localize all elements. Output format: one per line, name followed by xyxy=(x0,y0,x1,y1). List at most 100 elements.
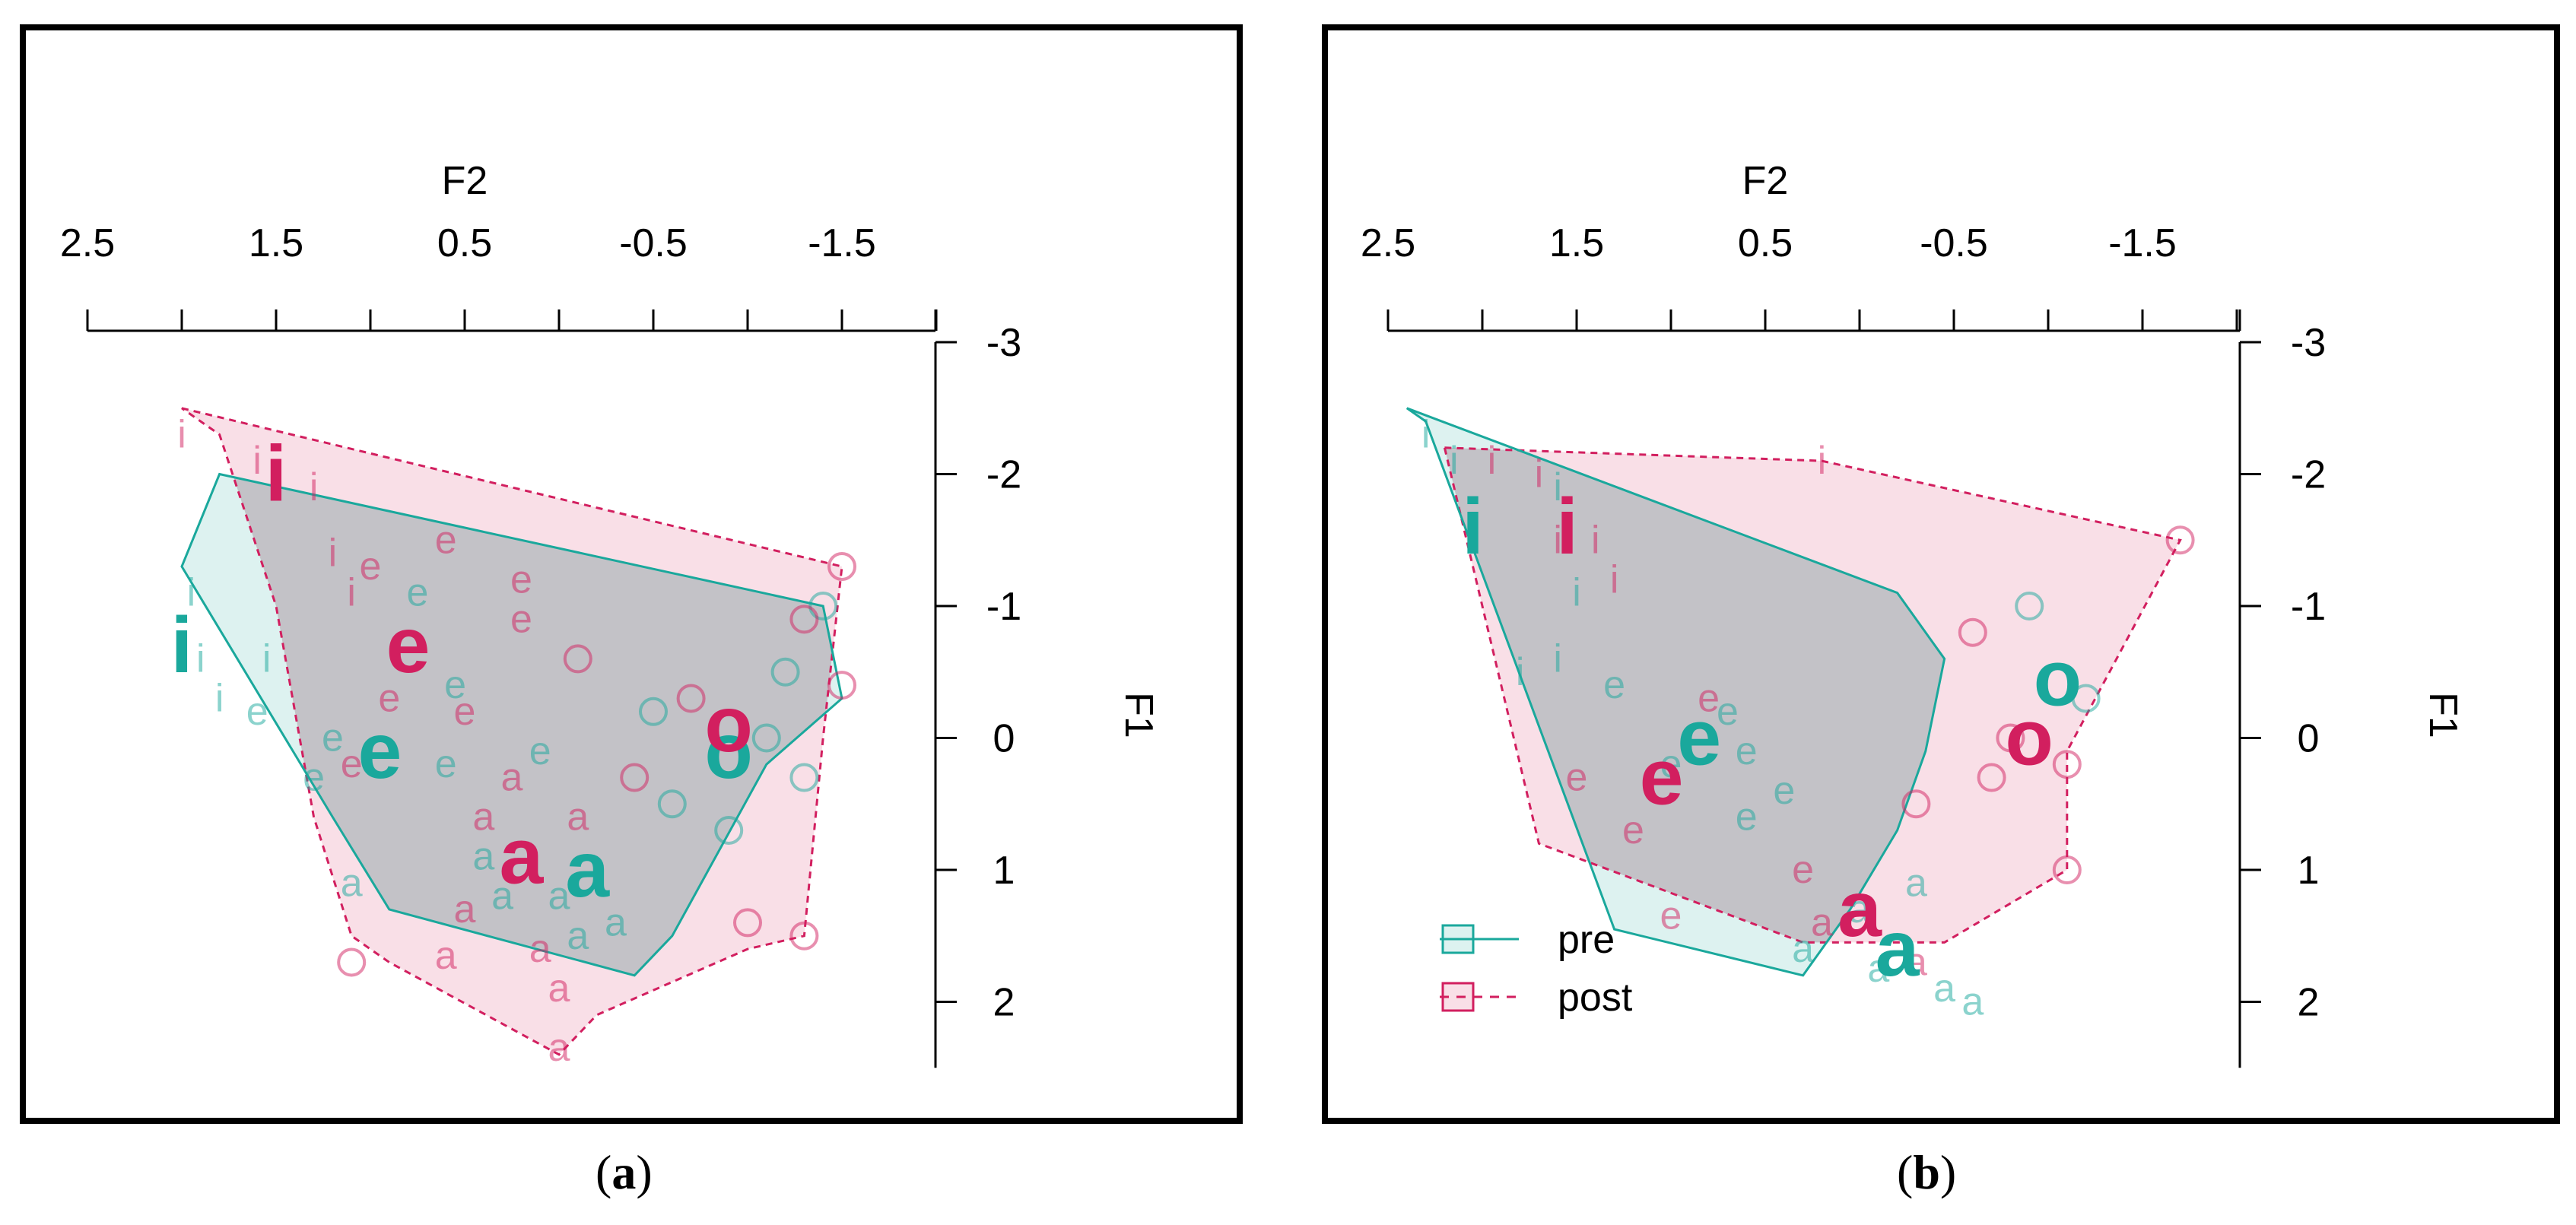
post-mean-e-a: e xyxy=(386,601,430,690)
y-tick-label-3-a: 0 xyxy=(993,717,1015,761)
y-tick-label-2-a: -1 xyxy=(986,585,1021,629)
y-tick-label-1-b: -2 xyxy=(2291,453,2326,497)
legend-swatch-post xyxy=(1441,982,1475,1012)
pre-hull-outline-a xyxy=(180,472,843,977)
pre-token-e-5-a: e xyxy=(322,716,344,760)
post-mean-o-a: o xyxy=(704,681,753,769)
pre-mean-i-a: i xyxy=(171,601,193,690)
x-axis-title-a: F2 xyxy=(442,159,488,203)
pre-mean-e-a: e xyxy=(357,707,402,795)
pre-token-e-10-a: e xyxy=(435,742,457,786)
pre-token-o-20-a xyxy=(714,815,744,845)
pre-token-e-7-b: e xyxy=(1717,690,1739,734)
post-mean-i-b: i xyxy=(1556,483,1578,571)
pre-token-i-5-b: i xyxy=(1516,650,1525,694)
pre-token-o-17-a xyxy=(657,789,687,819)
post-token-o-19-b xyxy=(1901,789,1931,819)
pre-hull-fill-a xyxy=(182,474,842,976)
pre-token-e-9-b: e xyxy=(1736,795,1758,839)
x-axis-title-b: F2 xyxy=(1742,159,1789,203)
post-token-e-7-a: e xyxy=(360,544,382,589)
post-token-a-17-a: a xyxy=(501,756,523,800)
post-token-e-8-b: e xyxy=(1566,756,1588,800)
pre-token-o-21-a xyxy=(789,763,819,792)
post-token-i-3-a: i xyxy=(329,532,338,576)
post-token-a-13-a: a xyxy=(454,887,476,931)
pre-token-e-4-a: e xyxy=(246,690,268,734)
y-tick-label-5-a: 2 xyxy=(993,981,1015,1025)
post-hull-fill-a xyxy=(182,408,842,1055)
pre-token-a-14-a: a xyxy=(605,900,627,944)
post-token-e-6-a: e xyxy=(510,557,532,601)
post-token-a-12-a: a xyxy=(472,795,494,839)
pre-token-e-6-a: e xyxy=(303,756,325,800)
post-mean-i-a: i xyxy=(265,430,287,519)
pre-mean-i-b: i xyxy=(1462,483,1484,571)
post-token-o-25-a xyxy=(620,763,650,792)
post-mean-a-a: a xyxy=(499,813,544,901)
post-token-i-1-a: i xyxy=(253,439,262,483)
post-token-a-19-a: a xyxy=(548,1026,570,1070)
pre-token-a-11-a: a xyxy=(548,874,570,919)
pre-token-i-1-a: i xyxy=(196,636,205,681)
post-token-o-20-a xyxy=(676,684,706,713)
caption-b: (b) xyxy=(1897,1145,1957,1199)
pre-token-o-22-a xyxy=(808,592,838,620)
pre-token-i-1-b: i xyxy=(1450,439,1459,483)
post-token-o-24-a xyxy=(733,908,762,938)
pre-token-o-18-b xyxy=(2015,592,2044,620)
post-token-i-2-a: i xyxy=(310,465,319,509)
post-token-a-15-a: a xyxy=(529,927,551,971)
post-token-i-4-a: i xyxy=(347,571,356,615)
pre-token-a-16-a: a xyxy=(341,861,363,905)
post-token-o-28-a xyxy=(827,671,856,700)
x-tick-label-0-b: 2.5 xyxy=(1361,221,1415,265)
pre-token-i-0-a: i xyxy=(187,571,196,615)
post-mean-o-b: o xyxy=(2005,694,2053,782)
y-tick-label-0-b: -3 xyxy=(2291,321,2326,365)
post-token-i-0-b: i xyxy=(1488,439,1497,483)
hull-overlap-b xyxy=(1444,447,1945,943)
post-mean-a-b: a xyxy=(1838,865,1882,954)
post-token-i-0-a: i xyxy=(177,412,186,456)
x-tick-label-1-b: 1.5 xyxy=(1549,221,1604,265)
post-token-o-21-a xyxy=(789,605,819,634)
post-token-e-8-a: e xyxy=(378,676,400,720)
legend-swatch-pre xyxy=(1441,924,1475,954)
post-token-o-17-b xyxy=(2052,855,2082,884)
pre-mean-o-b: o xyxy=(2034,634,2082,722)
x-tick-label-2-b: 0.5 xyxy=(1738,221,1793,265)
post-token-o-18-b xyxy=(1977,763,2006,792)
caption-b-letter: b xyxy=(1913,1145,1940,1199)
post-token-e-10-b: e xyxy=(1660,894,1682,938)
pre-token-a-13-b: a xyxy=(1867,947,1889,991)
pre-token-e-7-a: e xyxy=(407,571,429,615)
y-tick-label-1-a: -2 xyxy=(986,453,1021,497)
post-token-e-11-a: e xyxy=(341,742,363,786)
y-tick-label-2-b: -1 xyxy=(2291,585,2326,629)
pre-mean-e-b: e xyxy=(1677,694,1721,782)
panel-frame-a xyxy=(20,24,1243,1124)
post-token-a-14-a: a xyxy=(548,966,570,1011)
caption-a: (a) xyxy=(596,1145,653,1199)
post-token-o-22-a xyxy=(827,551,856,581)
pre-mean-o-a: o xyxy=(704,707,753,795)
pre-token-e-9-a: e xyxy=(529,729,551,773)
pre-token-i-3-a: i xyxy=(262,636,272,681)
pre-hull-fill-b xyxy=(1406,408,1945,976)
y-tick-label-0-a: -3 xyxy=(986,321,1021,365)
pre-token-i-4-b: i xyxy=(1553,636,1562,681)
x-tick-label-4-a: -1.5 xyxy=(808,221,876,265)
pre-hull-outline-b xyxy=(1406,407,1946,977)
pre-token-o-19-a xyxy=(770,657,800,687)
pre-token-i-2-a: i xyxy=(215,676,224,720)
pre-token-a-16-b: a xyxy=(1961,980,1984,1024)
post-token-a-16-a: a xyxy=(435,934,457,978)
pre-token-a-14-b: a xyxy=(1905,861,1927,905)
post-token-i-5-b: i xyxy=(1818,439,1827,483)
post-token-o-14-b xyxy=(1996,723,2025,753)
post-hull-outline-a xyxy=(181,407,843,1056)
post-token-o-15-b xyxy=(2052,750,2082,779)
post-token-o-13-b xyxy=(1958,617,1987,647)
